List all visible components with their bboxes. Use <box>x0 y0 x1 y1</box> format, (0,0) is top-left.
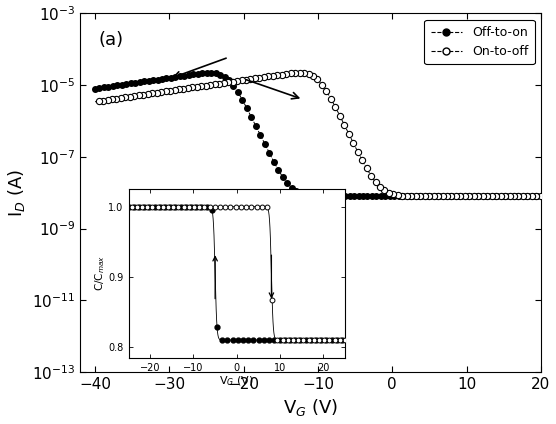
Text: (a): (a) <box>98 31 123 49</box>
X-axis label: V$_G$ (V): V$_G$ (V) <box>283 397 338 418</box>
Legend: Off-to-on, On-to-off: Off-to-on, On-to-off <box>424 20 534 64</box>
Y-axis label: I$_D$ (A): I$_D$ (A) <box>6 169 27 217</box>
